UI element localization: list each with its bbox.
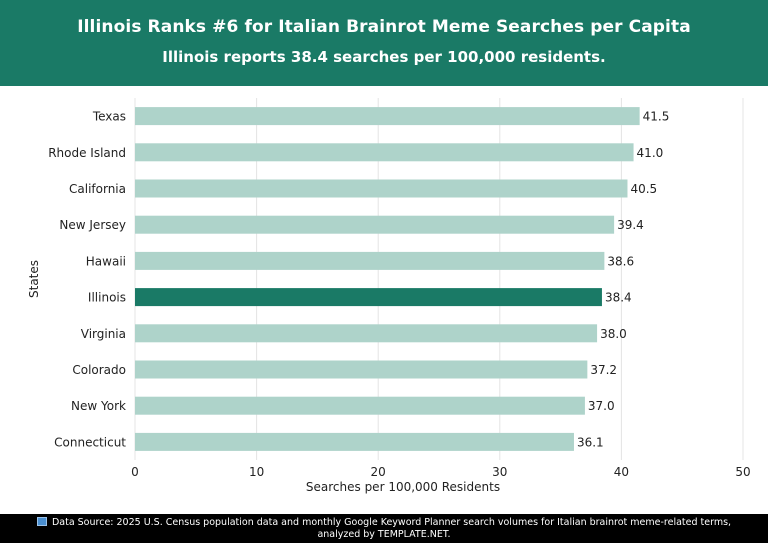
- y-tick-label: New Jersey: [59, 218, 126, 232]
- data-label: 41.0: [637, 146, 664, 160]
- bar: [135, 324, 598, 343]
- data-label: 36.1: [577, 435, 604, 449]
- data-label: 40.5: [630, 182, 657, 196]
- bar-chart-icon: [36, 517, 47, 526]
- data-label: 38.4: [605, 291, 632, 305]
- data-source-footer: Data Source: 2025 U.S. Census population…: [0, 514, 768, 543]
- data-label: 39.4: [617, 218, 644, 232]
- data-label: 41.5: [643, 110, 670, 124]
- y-tick-label: Hawaii: [86, 254, 126, 268]
- x-tick-label: 40: [614, 465, 629, 479]
- x-tick-label: 30: [492, 465, 507, 479]
- chart-area: 0 10 20 30 40 50 Texas 41.5 Rhode Island 41.0 Cali…: [0, 86, 768, 514]
- bar: [135, 251, 605, 270]
- bar: [135, 215, 615, 234]
- bar-chart: 0 10 20 30 40 50 Texas 41.5 Rhode Island 41.0 Cali…: [27, 98, 751, 494]
- chart-title: Illinois Ranks #6 for Italian Brainrot M…: [77, 17, 691, 37]
- chart-header: Illinois Ranks #6 for Italian Brainrot M…: [0, 0, 768, 86]
- y-tick-label: Texas: [92, 110, 126, 124]
- chart-subtitle: Illinois reports 38.4 searches per 100,0…: [162, 48, 606, 66]
- bar: [135, 179, 628, 198]
- data-label: 38.0: [600, 327, 627, 341]
- x-tick-label: 0: [131, 465, 139, 479]
- x-axis-title: Searches per 100,000 Residents: [306, 480, 500, 494]
- x-tick-label: 20: [371, 465, 386, 479]
- y-tick-label: Connecticut: [54, 435, 126, 449]
- x-tick-label: 50: [735, 465, 750, 479]
- data-label: 37.0: [588, 399, 615, 413]
- y-tick-label: California: [69, 182, 126, 196]
- data-label: 37.2: [590, 363, 617, 377]
- y-axis-title: States: [27, 260, 41, 298]
- bar-highlighted: [135, 288, 602, 307]
- y-tick-label: Rhode Island: [48, 146, 126, 160]
- bar: [135, 396, 585, 415]
- bar: [135, 107, 640, 126]
- y-tick-label: Virginia: [81, 327, 126, 341]
- data-label: 38.6: [607, 254, 634, 268]
- footer-source-line2: analyzed by TEMPLATE.NET.: [317, 529, 451, 540]
- x-tick-label: 10: [249, 465, 264, 479]
- y-tick-label: Illinois: [88, 291, 126, 305]
- y-tick-label: New York: [71, 399, 126, 413]
- bar: [135, 143, 634, 162]
- bar: [135, 360, 588, 379]
- footer-source-line1: Data Source: 2025 U.S. Census population…: [51, 517, 732, 528]
- y-tick-label: Colorado: [72, 363, 126, 377]
- bar: [135, 432, 574, 451]
